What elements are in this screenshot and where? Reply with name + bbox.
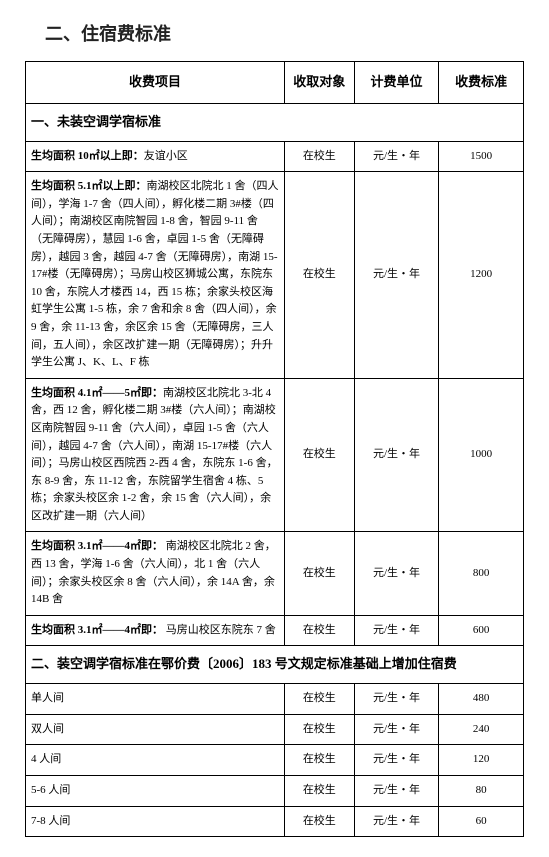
unit-cell: 元/生・年	[354, 745, 439, 776]
target-cell: 在校生	[284, 806, 354, 837]
table-row: 7-8 人间在校生元/生・年60	[26, 806, 524, 837]
table-row: 生均面积 3.1㎡——4㎡即： 南湖校区北院北 2 舍，西 13 舍，学海 1-…	[26, 532, 524, 615]
header-unit: 计费单位	[354, 62, 439, 104]
item-bold-label: 生均面积 3.1㎡——4㎡即：	[31, 624, 163, 636]
header-fee: 收费标准	[439, 62, 524, 104]
document-title: 二、住宿费标准	[45, 20, 524, 46]
table-row: 生均面积 10㎡以上即：友谊小区在校生元/生・年1500	[26, 141, 524, 172]
target-cell: 在校生	[284, 141, 354, 172]
item-cell: 生均面积 5.1㎡以上即：南湖校区北院北 1 舍（四人间），学海 1-7 舍（四…	[26, 172, 285, 379]
fee-cell: 60	[439, 806, 524, 837]
item-description: 马房山校区东院东 7 舍	[163, 624, 276, 636]
item-cell: 生均面积 4.1㎡——5㎡即：南湖校区北院北 3-北 4 舍，西 12 舍，孵化…	[26, 378, 285, 532]
unit-cell: 元/生・年	[354, 615, 439, 646]
item-bold-label: 生均面积 4.1㎡——5㎡即：	[31, 387, 163, 399]
fee-cell: 1500	[439, 141, 524, 172]
item-description: 友谊小区	[144, 150, 188, 162]
fee-cell: 800	[439, 532, 524, 615]
section-header-1: 一、未装空调学宿标准	[26, 103, 524, 141]
table-header-row: 收费项目 收取对象 计费单位 收费标准	[26, 62, 524, 104]
item-bold-label: 生均面积 10㎡以上即：	[31, 150, 144, 162]
fee-cell: 1000	[439, 378, 524, 532]
target-cell: 在校生	[284, 378, 354, 532]
fee-cell: 80	[439, 776, 524, 807]
section-header-2: 二、装空调学宿标准在鄂价费〔2006〕183 号文规定标准基础上增加住宿费	[26, 646, 524, 684]
table-row: 单人间在校生元/生・年480	[26, 684, 524, 715]
unit-cell: 元/生・年	[354, 806, 439, 837]
target-cell: 在校生	[284, 776, 354, 807]
table-row: 生均面积 4.1㎡——5㎡即：南湖校区北院北 3-北 4 舍，西 12 舍，孵化…	[26, 378, 524, 532]
table-row: 5-6 人间在校生元/生・年80	[26, 776, 524, 807]
target-cell: 在校生	[284, 532, 354, 615]
item-cell: 双人间	[26, 714, 285, 745]
fee-table: 收费项目 收取对象 计费单位 收费标准 一、未装空调学宿标准生均面积 10㎡以上…	[25, 61, 524, 837]
fee-cell: 240	[439, 714, 524, 745]
target-cell: 在校生	[284, 615, 354, 646]
item-cell: 生均面积 3.1㎡——4㎡即： 马房山校区东院东 7 舍	[26, 615, 285, 646]
fee-cell: 1200	[439, 172, 524, 379]
unit-cell: 元/生・年	[354, 714, 439, 745]
table-row: 生均面积 5.1㎡以上即：南湖校区北院北 1 舍（四人间），学海 1-7 舍（四…	[26, 172, 524, 379]
table-row: 双人间在校生元/生・年240	[26, 714, 524, 745]
unit-cell: 元/生・年	[354, 172, 439, 379]
fee-cell: 480	[439, 684, 524, 715]
section-1-title: 一、未装空调学宿标准	[26, 103, 524, 141]
header-target: 收取对象	[284, 62, 354, 104]
fee-cell: 120	[439, 745, 524, 776]
unit-cell: 元/生・年	[354, 141, 439, 172]
target-cell: 在校生	[284, 172, 354, 379]
header-item: 收费项目	[26, 62, 285, 104]
fee-cell: 600	[439, 615, 524, 646]
table-row: 4 人间在校生元/生・年120	[26, 745, 524, 776]
unit-cell: 元/生・年	[354, 684, 439, 715]
unit-cell: 元/生・年	[354, 378, 439, 532]
table-row: 生均面积 3.1㎡——4㎡即： 马房山校区东院东 7 舍在校生元/生・年600	[26, 615, 524, 646]
item-cell: 单人间	[26, 684, 285, 715]
item-cell: 生均面积 3.1㎡——4㎡即： 南湖校区北院北 2 舍，西 13 舍，学海 1-…	[26, 532, 285, 615]
item-bold-label: 生均面积 3.1㎡——4㎡即：	[31, 540, 163, 552]
target-cell: 在校生	[284, 745, 354, 776]
item-cell: 生均面积 10㎡以上即：友谊小区	[26, 141, 285, 172]
unit-cell: 元/生・年	[354, 776, 439, 807]
item-description: 南湖校区北院北 3-北 4 舍，西 12 舍，孵化楼二期 3#楼（六人间）；南湖…	[31, 387, 278, 522]
item-description: 南湖校区北院北 1 舍（四人间），学海 1-7 舍（四人间），孵化楼二期 3#楼…	[31, 180, 279, 368]
table-body: 一、未装空调学宿标准生均面积 10㎡以上即：友谊小区在校生元/生・年1500生均…	[26, 103, 524, 836]
item-bold-label: 生均面积 5.1㎡以上即：	[31, 180, 147, 192]
item-cell: 7-8 人间	[26, 806, 285, 837]
item-cell: 5-6 人间	[26, 776, 285, 807]
target-cell: 在校生	[284, 714, 354, 745]
item-cell: 4 人间	[26, 745, 285, 776]
unit-cell: 元/生・年	[354, 532, 439, 615]
section-2-title: 二、装空调学宿标准在鄂价费〔2006〕183 号文规定标准基础上增加住宿费	[26, 646, 524, 684]
target-cell: 在校生	[284, 684, 354, 715]
